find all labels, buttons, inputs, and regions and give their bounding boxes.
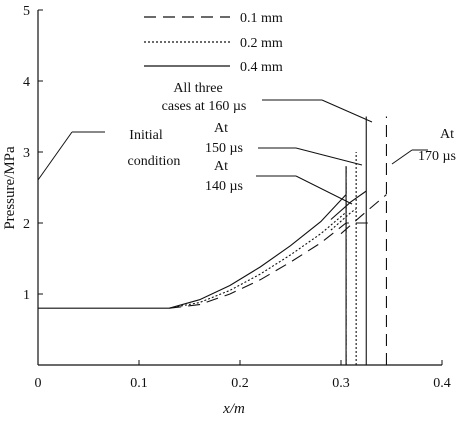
x-tick-label: 0.3 (332, 376, 350, 391)
legend: 0.1 mm 0.2 mm 0.4 mm (144, 11, 283, 75)
legend-label: 0.2 mm (240, 36, 283, 51)
y-tick-label: 4 (23, 75, 30, 90)
annotations: Initial condition All three cases at 160… (128, 81, 456, 194)
annotation-150-line2: 150 µs (205, 141, 243, 156)
series-line-1 (169, 211, 347, 309)
annotation-150-line1: At (214, 121, 228, 136)
x-ticks: 0 0.1 0.2 0.3 0.4 (35, 360, 451, 391)
x-tick-label: 0.2 (231, 376, 249, 391)
annotation-initial-line1: Initial (129, 128, 163, 143)
140us-leader-2 (295, 175, 353, 205)
y-tick-label: 5 (23, 4, 30, 19)
series-line-4 (330, 208, 357, 231)
initial-condition-leader-2 (37, 131, 73, 181)
x-axis-label: x/m (222, 401, 245, 417)
annotation-140-line1: At (214, 159, 228, 174)
160us-leader-2 (321, 99, 373, 123)
y-tick-label: 3 (23, 146, 30, 161)
150us-leader-2 (295, 147, 363, 166)
x-tick-label: 0 (35, 376, 42, 391)
series-line-0 (169, 222, 372, 309)
y-tick-label: 2 (23, 217, 30, 232)
series-line-2 (169, 194, 347, 309)
annotation-initial-line2: condition (128, 154, 181, 169)
series-layer (38, 116, 388, 365)
y-tick-label: 1 (23, 288, 30, 303)
annotation-140-line2: 140 µs (205, 179, 243, 194)
y-axis-label: Pressure/MPa (2, 146, 18, 230)
x-tick-label: 0.1 (130, 376, 148, 391)
170us-leader-2 (391, 149, 413, 165)
legend-label: 0.4 mm (240, 60, 283, 75)
y-ticks: 1 2 3 4 5 (23, 4, 43, 303)
annotation-leaders (37, 99, 428, 205)
annotation-160-line2: cases at 160 µs (162, 99, 247, 114)
x-tick-label: 0.4 (433, 376, 451, 391)
series-line-3 (340, 194, 387, 235)
annotation-170-line2: 170 µs (418, 149, 456, 164)
annotation-170-line1: At (440, 127, 454, 142)
series-line-5 (330, 190, 367, 220)
legend-label: 0.1 mm (240, 11, 283, 26)
annotation-160-line1: All three (173, 81, 222, 96)
